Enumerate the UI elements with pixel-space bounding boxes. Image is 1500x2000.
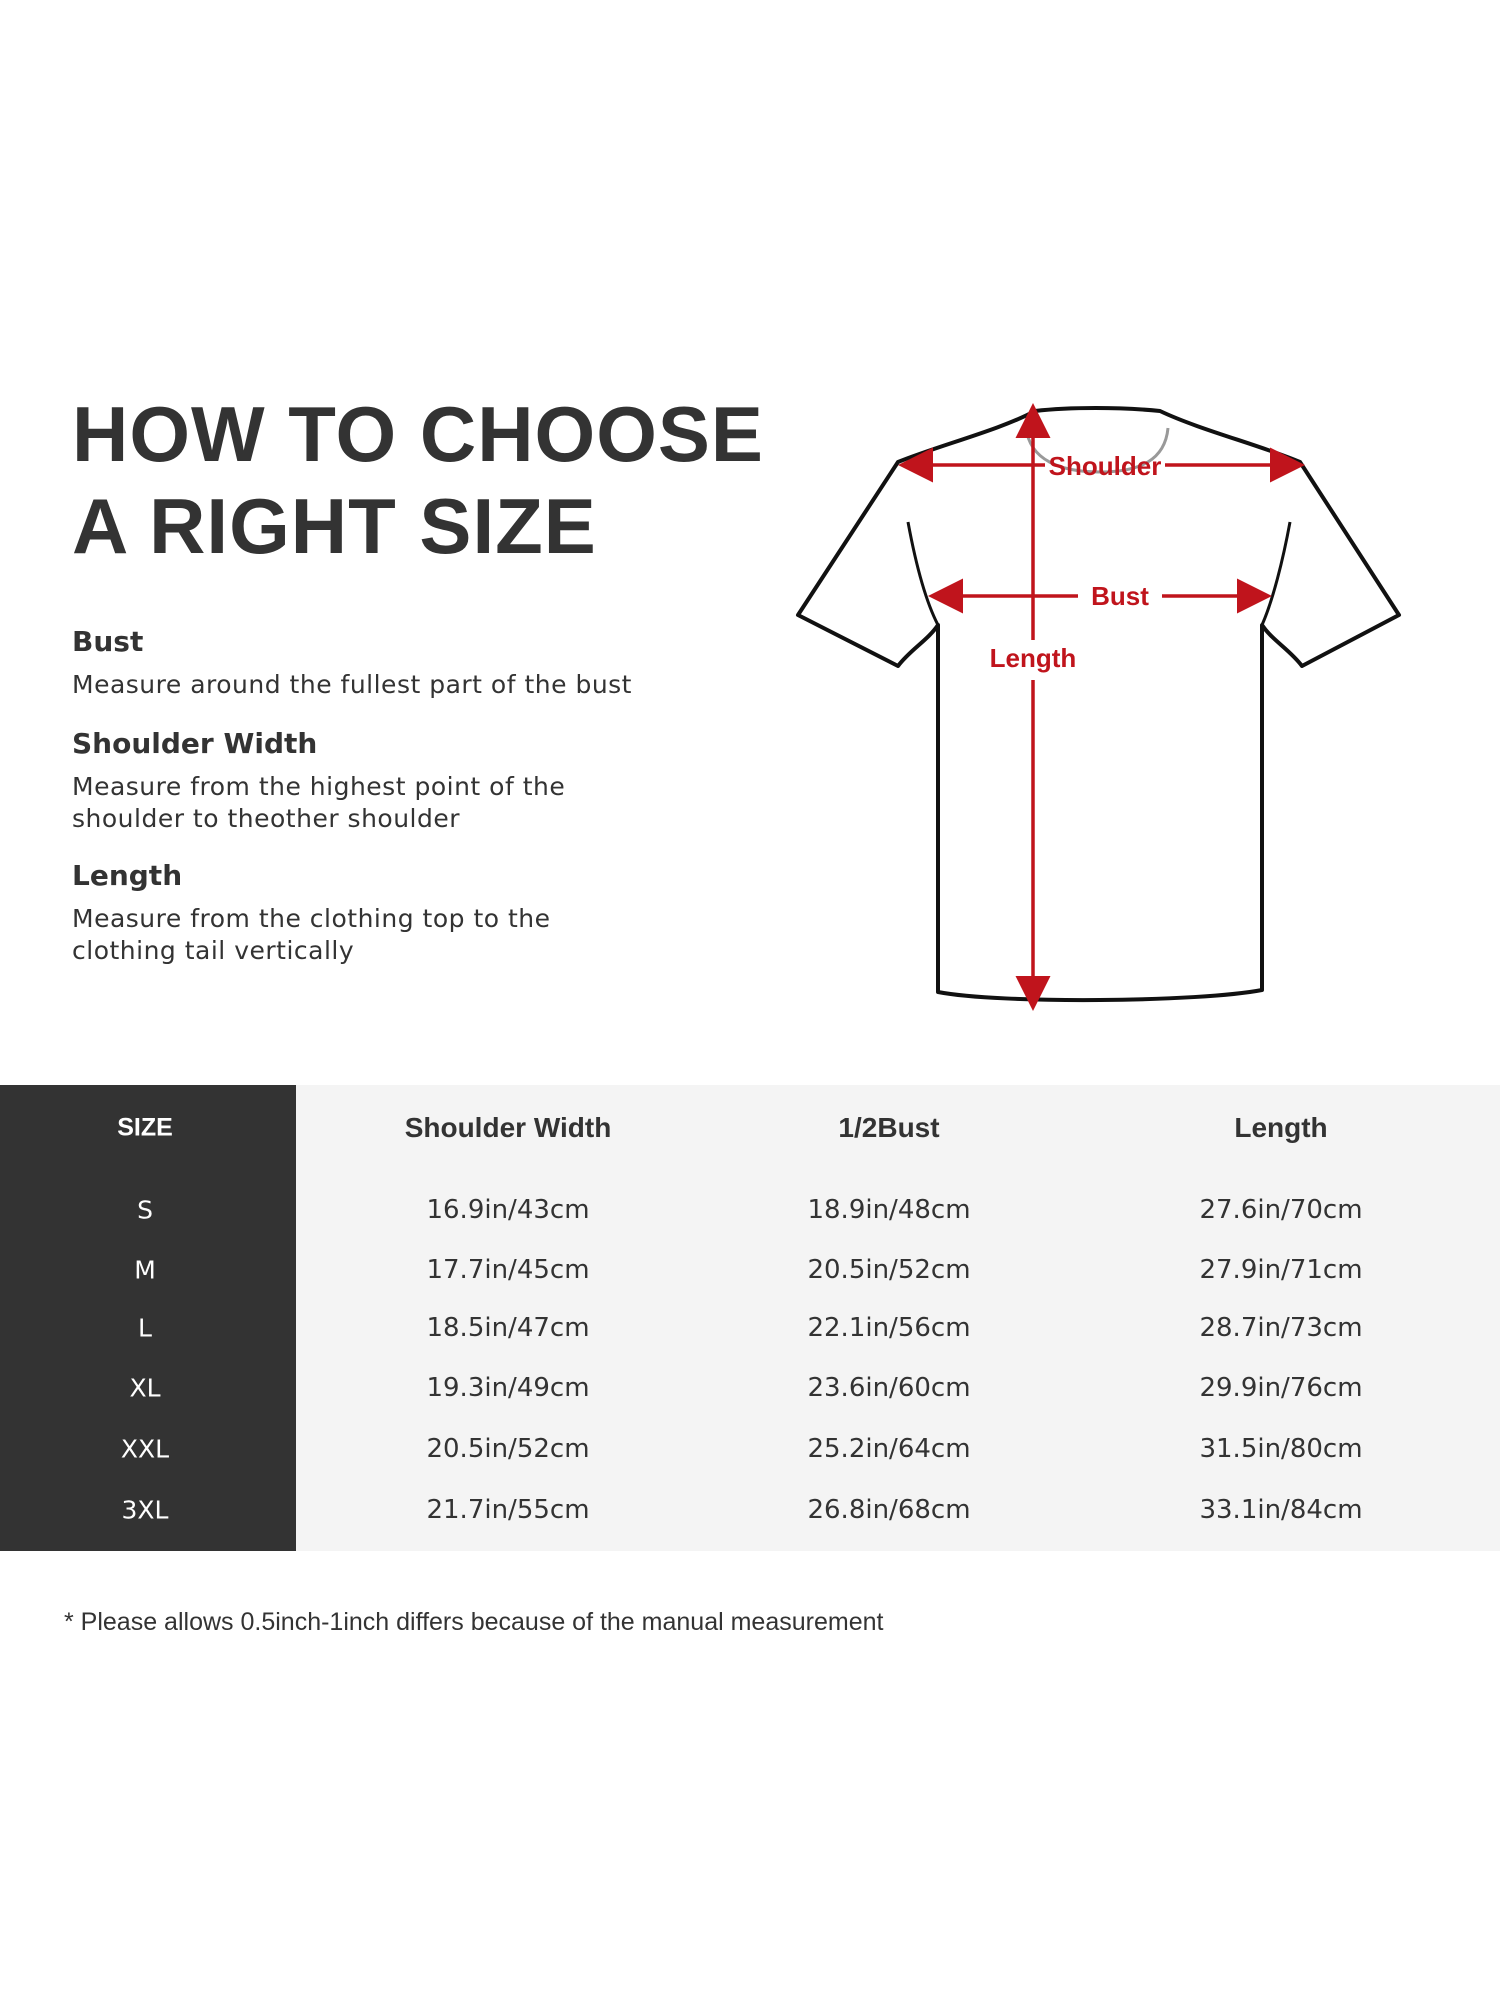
table-cell: 18.9in/48cm <box>807 1195 971 1225</box>
table-cell: 28.7in/73cm <box>1199 1313 1363 1343</box>
table-cell: 29.9in/76cm <box>1199 1373 1363 1403</box>
table-header: Shoulder Width <box>404 1112 612 1143</box>
guide-heading-shoulder: Shoulder Width <box>72 727 318 760</box>
table-cell: 23.6in/60cm <box>807 1373 971 1403</box>
table-cell: 22.1in/56cm <box>807 1313 971 1343</box>
guide-heading-bust: Bust <box>72 625 144 658</box>
size-label: 3XL <box>121 1495 169 1525</box>
footnote: * Please allows 0.5inch-1inch differs be… <box>64 1608 884 1636</box>
table-header: 1/2Bust <box>838 1112 940 1143</box>
guide-heading-length: Length <box>72 859 183 892</box>
size-label: L <box>138 1313 152 1343</box>
table-cell: 25.2in/64cm <box>807 1434 971 1464</box>
table-header: Length <box>1234 1112 1328 1143</box>
page-title: HOW TO CHOOSE A RIGHT SIZE <box>72 388 764 572</box>
size-label: S <box>137 1195 153 1225</box>
guide-desc-line: Measure around the fullest part of the b… <box>72 670 632 699</box>
table-cell: 20.5in/52cm <box>807 1255 971 1285</box>
table-cell: 26.8in/68cm <box>807 1495 971 1525</box>
table-cell: 16.9in/43cm <box>426 1195 590 1225</box>
guide-desc-line: shoulder to theother shoulder <box>72 804 461 833</box>
title-line-1: HOW TO CHOOSE <box>72 390 764 478</box>
table-cell: 20.5in/52cm <box>426 1434 590 1464</box>
bust-label: Bust <box>1091 581 1149 611</box>
title-line-2: A RIGHT SIZE <box>72 482 597 570</box>
table-cell: 31.5in/80cm <box>1199 1434 1363 1464</box>
table-cell: 17.7in/45cm <box>426 1255 590 1285</box>
size-label: M <box>134 1255 156 1285</box>
tshirt-diagram: Shoulder Bust Length <box>796 403 1401 1011</box>
size-label: XL <box>129 1373 161 1403</box>
table-header: SIZE <box>117 1113 173 1142</box>
size-label: XXL <box>120 1434 170 1464</box>
table-cell: 18.5in/47cm <box>426 1313 590 1343</box>
guide-desc-line: clothing tail vertically <box>72 936 355 965</box>
table-cell: 27.6in/70cm <box>1199 1195 1363 1225</box>
table-cell: 27.9in/71cm <box>1199 1255 1363 1285</box>
guide-desc-shoulder: Measure from the highest point of the sh… <box>72 771 565 835</box>
size-column-bg <box>0 1085 296 1551</box>
size-table: SIZE Shoulder Width 1/2Bust Length S 16.9in/4… <box>0 1085 1500 1551</box>
guide-desc-line: Measure from the clothing top to the <box>72 904 551 933</box>
table-cell: 21.7in/55cm <box>426 1495 590 1525</box>
table-cell: 33.1in/84cm <box>1199 1495 1363 1525</box>
guide-desc-bust: Measure around the fullest part of the b… <box>72 669 632 701</box>
guide-desc-line: Measure from the highest point of the <box>72 772 566 801</box>
measurement-arrows <box>898 403 1305 1011</box>
shoulder-label: Shoulder <box>1049 451 1162 481</box>
table-cell: 19.3in/49cm <box>426 1373 590 1403</box>
length-label: Length <box>990 643 1077 673</box>
tshirt-outline <box>796 406 1401 1003</box>
guide-desc-length: Measure from the clothing top to the clo… <box>72 903 551 967</box>
